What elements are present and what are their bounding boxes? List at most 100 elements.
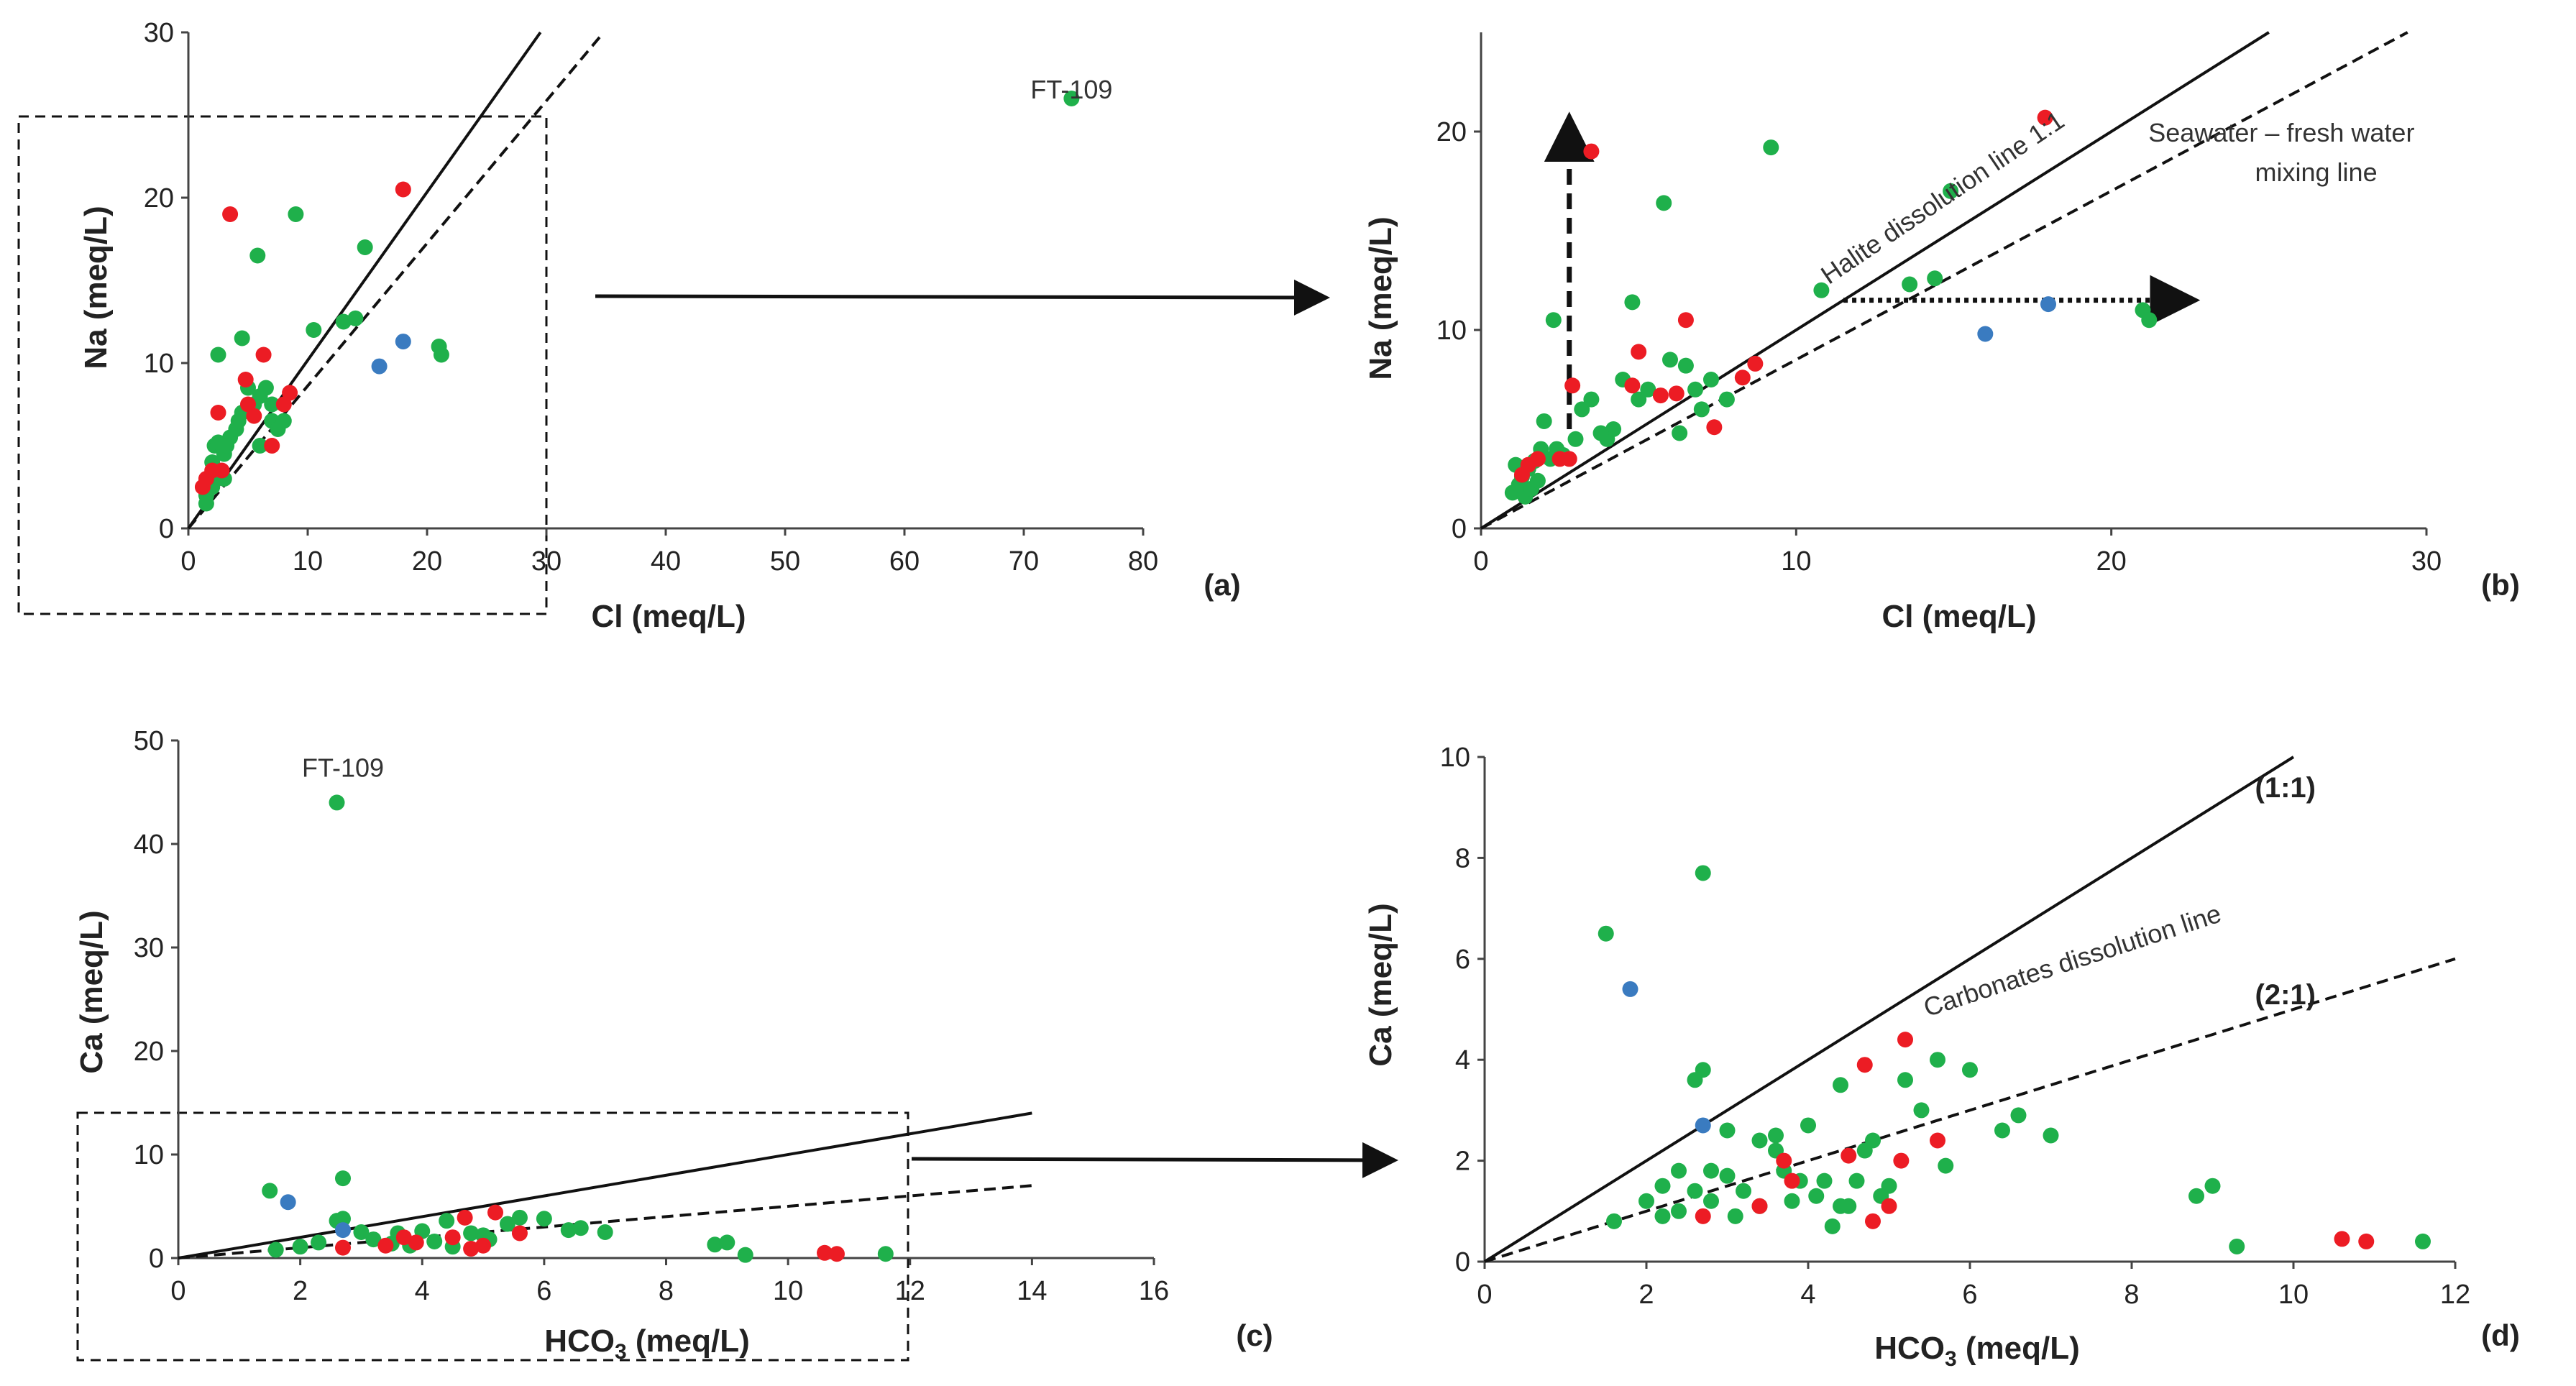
panel-c-point-red — [463, 1241, 480, 1257]
panel-d-point-green — [1865, 1132, 1881, 1149]
panel-c-ylabel: Ca (meq/L) — [74, 910, 109, 1073]
panel-d-x-tick-label: 10 — [2278, 1280, 2309, 1310]
panel-d-point-red — [1784, 1172, 1800, 1189]
panel-d-point-green — [1719, 1167, 1736, 1184]
panel-a-x-tick-label: 30 — [531, 546, 562, 577]
panel-b-point-green — [1631, 391, 1647, 408]
panel-b-point-red — [1564, 377, 1581, 394]
panel-d-point-green — [1606, 1213, 1622, 1229]
panel-c-point-green — [597, 1224, 613, 1240]
panel-d-point-green — [1671, 1162, 1687, 1179]
panel-d-point-green — [1994, 1122, 2010, 1139]
panel-c-zoom-box — [76, 1111, 909, 1362]
panel-d-point-green — [1671, 1203, 1687, 1219]
panel-a-point-green — [264, 396, 280, 413]
panel-a-point-red — [210, 405, 226, 421]
panel-c-y-tick-label: 30 — [134, 933, 164, 963]
panel-c-x-tick-label: 4 — [415, 1276, 430, 1306]
panel-c-point-red — [828, 1246, 845, 1262]
panel-d-y-tick-label: 2 — [1455, 1147, 1470, 1177]
panel-a-x-tick-label: 10 — [293, 546, 323, 577]
panel-c-x-tick-label: 10 — [773, 1276, 803, 1306]
panel-b-annotation: mixing line — [2255, 157, 2378, 187]
panel-c-point-green — [719, 1234, 735, 1251]
panel-b-point-red — [1631, 344, 1647, 360]
panel-c-x-tick-label: 6 — [536, 1276, 551, 1306]
panel-a-point-green — [288, 206, 304, 222]
panel-b-point-green — [1640, 381, 1656, 398]
panel-c-x-tick-label: 14 — [1017, 1276, 1047, 1306]
panel-c-chart: (c) HCO3 (meq/L) Ca (meq/L) 0 2 4 6 8 10 12 14 1… — [74, 726, 1273, 1364]
panel-c-label: (c) — [1236, 1318, 1273, 1352]
panel-d-point-green — [2415, 1233, 2431, 1249]
panel-b-ref-line-dashed — [1480, 31, 2408, 530]
panel-d-point-green — [1719, 1122, 1736, 1139]
panel-b-point-green — [1927, 270, 1943, 287]
panel-a-point-green — [433, 346, 449, 363]
panel-b-y-tick-label: 0 — [1452, 514, 1467, 544]
panel-c-point-green — [707, 1236, 723, 1253]
panel-d-point-green — [1833, 1077, 1848, 1093]
panel-d-point-green — [1784, 1193, 1800, 1209]
panel-b-point-red — [1706, 419, 1723, 436]
panel-a-point-green — [347, 310, 364, 326]
panel-d-point-green — [1938, 1157, 1954, 1174]
panel-a-y-tick-label: 10 — [144, 349, 174, 379]
panel-b-point-red — [1677, 312, 1694, 329]
panel-d-point-green — [1897, 1072, 1913, 1088]
panel-a-point-red — [255, 346, 272, 363]
panel-a-ref-line-solid — [187, 31, 542, 530]
panel-b-point-green — [1943, 183, 1959, 199]
panel-a-x-tick-label: 60 — [889, 546, 920, 577]
panel-c-point-red — [377, 1237, 394, 1254]
panel-b-annotation: Halite dissolution line 1:1 — [1815, 105, 2069, 290]
panel-c-point-green — [426, 1233, 443, 1249]
panel-b-point-green — [1687, 381, 1704, 398]
panel-d-label: (d) — [2481, 1318, 2520, 1352]
panel-d-point-green — [2204, 1178, 2221, 1194]
panel-c-point-green — [572, 1220, 589, 1236]
panel-d-x-tick-label: 4 — [1800, 1280, 1815, 1310]
panel-d-y-tick-label: 4 — [1455, 1045, 1470, 1075]
panel-b-point-blue — [2040, 296, 2056, 313]
panel-d-point-green — [1808, 1188, 1825, 1204]
panel-d-y-tick-label: 0 — [1455, 1247, 1470, 1277]
panel-c-point-green — [334, 1170, 351, 1187]
panel-c-point-green — [365, 1231, 382, 1248]
panel-d-point-red — [1695, 1208, 1711, 1224]
panel-c-point-green — [536, 1211, 552, 1227]
panel-a-x-tick-label: 40 — [651, 546, 681, 577]
panel-b-point-green — [1662, 352, 1678, 368]
panel-c-xlabel-main: HCO — [544, 1323, 615, 1359]
panel-a-point-green — [210, 346, 226, 363]
panel-c-point-green — [877, 1246, 894, 1262]
panel-d-point-red — [2334, 1231, 2350, 1247]
panel-c-point-red — [395, 1229, 412, 1246]
panel-b-point-green — [1529, 472, 1546, 489]
panel-d-point-green — [1695, 1062, 1711, 1078]
panel-d-point-green — [1768, 1127, 1784, 1144]
panel-d-ref-line-dashed — [1484, 957, 2456, 1263]
panel-b-point-green — [1536, 413, 1552, 429]
arrow-a-to-b — [595, 279, 1330, 316]
panel-d-point-green — [2043, 1127, 2059, 1144]
panel-c-x-tick-label: 16 — [1139, 1276, 1169, 1306]
panel-c-y-tick-label: 20 — [134, 1037, 164, 1067]
panel-b-point-green — [1605, 421, 1622, 437]
panel-a-point-red — [222, 206, 239, 222]
panel-a-point-green — [230, 413, 247, 429]
panel-d-point-green — [1687, 1183, 1703, 1199]
panel-c-point-red — [817, 1244, 833, 1261]
panel-b-point-green — [1583, 391, 1600, 408]
panel-d-point-green — [2010, 1107, 2027, 1124]
panel-c-point-red — [334, 1239, 351, 1256]
panel-c-point-blue — [334, 1222, 351, 1239]
panel-c-point-red — [487, 1204, 504, 1221]
panel-c-point-green — [329, 794, 345, 811]
panel-a-point-red — [237, 372, 254, 387]
panel-d-y-tick-label: 8 — [1455, 843, 1470, 873]
panel-b-x-tick-label: 20 — [2096, 546, 2127, 577]
panel-c-y-tick-label: 0 — [149, 1244, 164, 1274]
panel-d-point-green — [1654, 1208, 1671, 1224]
